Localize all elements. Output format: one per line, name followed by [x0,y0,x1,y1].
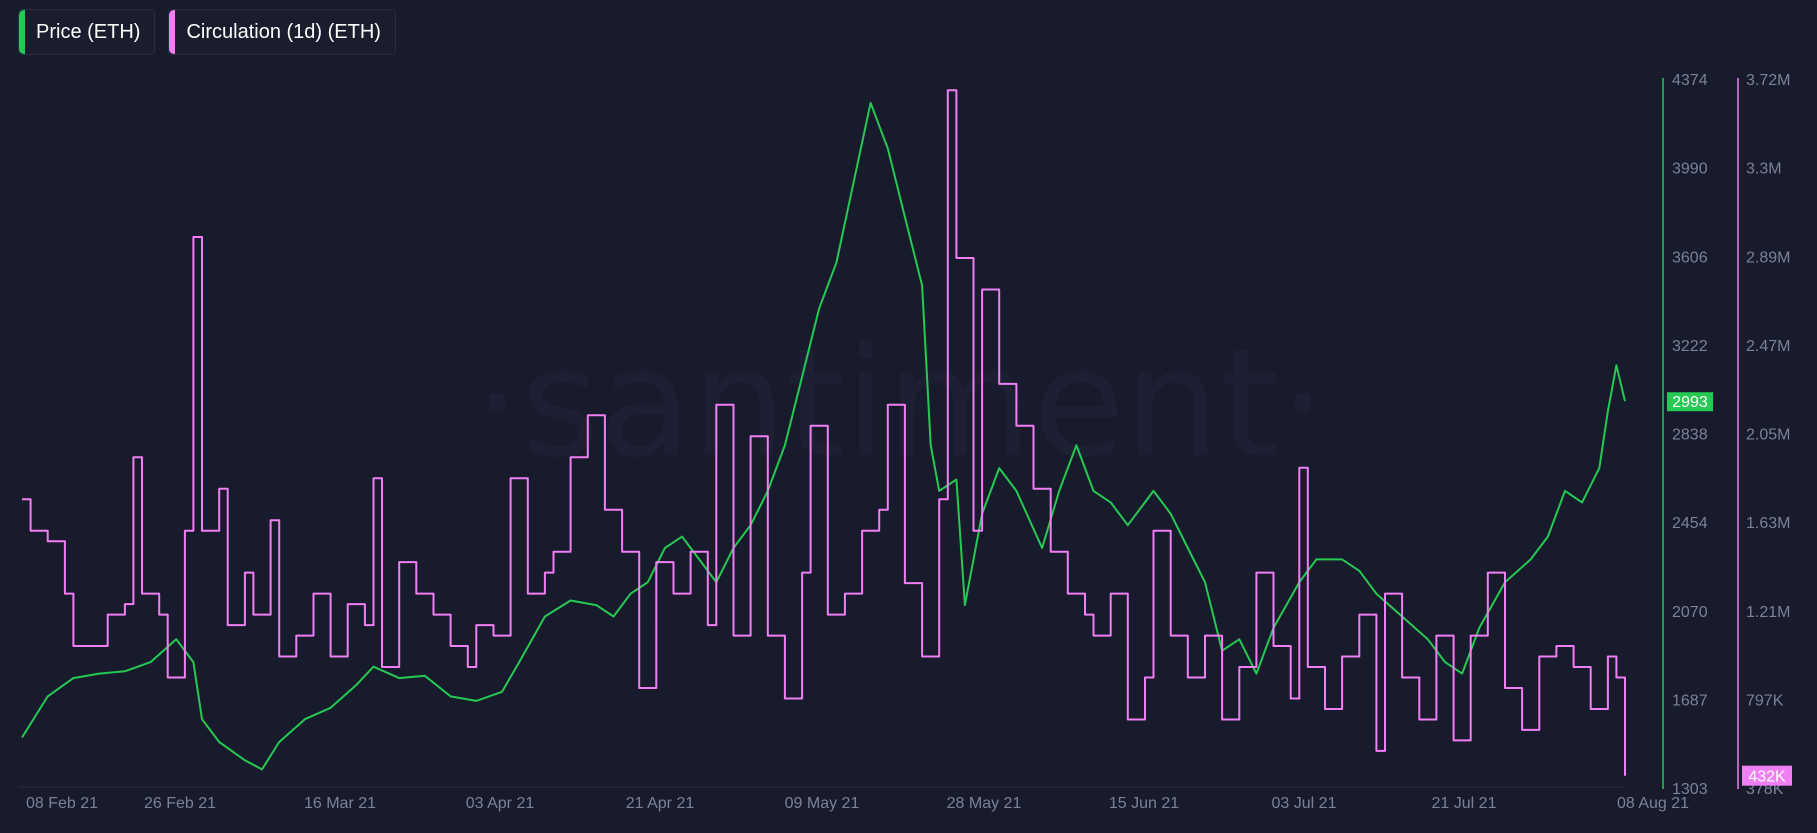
circulation-last-value-badge [1742,765,1792,786]
x-tick-label: 08 Aug 21 [1617,795,1689,812]
circulation-tick-label: 2.05M [1746,427,1790,444]
circulation-tick-label: 2.47M [1746,338,1790,355]
series-line-circulation [22,89,1626,776]
circulation-axis: 3.72M3.3M2.89M2.47M2.05M1.63M1.21M797K37… [1737,72,1792,798]
circulation-tick-label: 1.63M [1746,515,1790,532]
price-tick-label: 2838 [1672,427,1708,444]
price-tick-label: 3222 [1672,338,1708,355]
circulation-tick-label: 3.3M [1746,161,1782,178]
x-tick-label: 03 Jul 21 [1272,795,1337,812]
circulation-tick-label: 1.21M [1746,604,1790,621]
x-axis: 08 Feb 21 26 Feb 21 16 Mar 21 03 Apr 21 21 A… [18,786,1689,812]
price-tick-label: 2070 [1672,604,1708,621]
x-tick-label: 09 May 21 [785,795,860,812]
price-tick-label: 4374 [1672,72,1708,89]
price-tick-label: 2454 [1672,515,1708,532]
x-tick-label: 16 Mar 21 [304,795,376,812]
x-tick-label: 21 Apr 21 [626,795,695,812]
price-tick-label: 3990 [1672,161,1708,178]
series-line-price [21,101,1626,771]
x-tick-label: 26 Feb 21 [144,795,216,812]
x-tick-label: 21 Jul 21 [1432,795,1497,812]
price-tick-label: 3606 [1672,249,1708,266]
price-last-value-label: 2993 [1672,394,1708,411]
legend-item-circulation[interactable]: Circulation (1d) (ETH) [168,9,396,55]
circulation-tick-label: 797K [1746,692,1784,709]
price-tick-label: 1687 [1672,692,1708,709]
circulation-tick-label: 2.89M [1746,249,1790,266]
plot-area [21,89,1626,776]
legend-swatch-circulation [169,10,176,54]
price-last-value-badge [1667,392,1713,412]
price-axis: 4374 3990 3606 3222 2838 2454 2070 1687 1303 2993 [1662,72,1713,798]
circulation-last-value-label: 432K [1748,769,1786,786]
price-tick-label: 1303 [1672,781,1708,798]
legend: Price (ETH) Circulation (1d) (ETH) [18,9,396,55]
legend-swatch-price [19,10,25,54]
legend-label-circulation: Circulation (1d) (ETH) [186,20,381,43]
x-tick-label: 15 Jun 21 [1109,795,1179,812]
circulation-tick-label: 3.72M [1746,72,1790,89]
legend-item-price[interactable]: Price (ETH) [18,9,156,55]
legend-label-price: Price (ETH) [36,20,141,43]
x-tick-label: 08 Feb 21 [26,795,98,812]
x-tick-label: 03 Apr 21 [466,795,535,812]
x-tick-label: 28 May 21 [947,795,1022,812]
